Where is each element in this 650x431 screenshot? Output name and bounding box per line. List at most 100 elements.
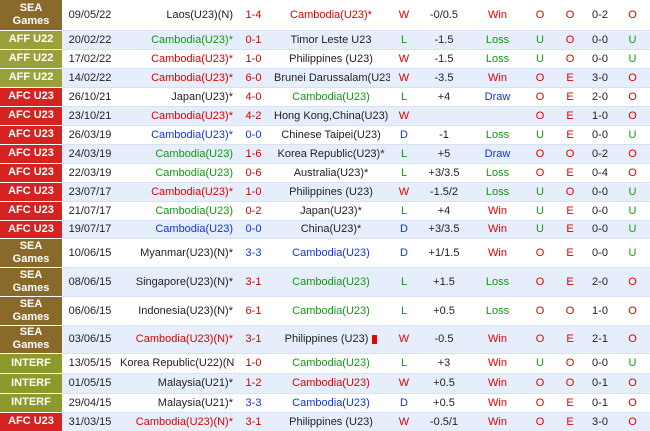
handicap: +5: [418, 144, 470, 164]
half-over-under: U: [615, 238, 650, 268]
handicap: -1.5: [418, 49, 470, 69]
half-score: 0-0: [585, 30, 615, 50]
handicap: -1.5/2: [418, 182, 470, 202]
result: D: [390, 125, 418, 145]
match-row: AFC U23 26/10/21 Japan(U23)* 4-0 Cambodia(U2…: [0, 87, 650, 107]
home-team: Cambodia(U23)*: [118, 68, 235, 88]
odd-even: E: [555, 68, 585, 88]
date: 14/02/22: [62, 68, 118, 88]
home-team: Japan(U23)*: [118, 87, 235, 107]
result: W: [390, 106, 418, 126]
handicap-result: Win: [470, 0, 525, 31]
home-team: Laos(U23)(N): [118, 0, 235, 31]
handicap-result: Loss: [470, 182, 525, 202]
date: 31/03/15: [62, 412, 118, 431]
result: L: [390, 201, 418, 221]
half-score: 0-0: [585, 125, 615, 145]
handicap: +3: [418, 353, 470, 374]
score: 6-0: [235, 68, 272, 88]
away-team: Australia(U23)*: [272, 163, 390, 183]
over-under: O: [525, 296, 555, 326]
date: 21/07/17: [62, 201, 118, 221]
away-team: Japan(U23)*: [272, 201, 390, 221]
match-row: AFC U23 21/07/17 Cambodia(U23) 0-2 Japan(U23…: [0, 201, 650, 221]
result: L: [390, 353, 418, 374]
home-team: Malaysia(U21)*: [118, 393, 235, 413]
score: 1-6: [235, 144, 272, 164]
result: W: [390, 182, 418, 202]
match-row: SEA Games 10/06/15 Myanmar(U23)(N)* 3-3 Camb…: [0, 238, 650, 268]
home-team: Cambodia(U23)*: [118, 125, 235, 145]
half-score: 0-0: [585, 182, 615, 202]
odd-even: E: [555, 125, 585, 145]
odd-even: E: [555, 87, 585, 107]
match-row: SEA Games 09/05/22 Laos(U23)(N) 1-4 Cambodia…: [0, 0, 650, 31]
handicap-result: Win: [470, 238, 525, 268]
over-under: O: [525, 106, 555, 126]
odd-even: O: [555, 373, 585, 394]
half-over-under: O: [615, 144, 650, 164]
handicap-result: [470, 106, 525, 126]
home-team: Singapore(U23)(N)*: [118, 267, 235, 297]
result: D: [390, 238, 418, 268]
over-under: O: [525, 87, 555, 107]
odd-even: E: [555, 325, 585, 354]
date: 20/02/22: [62, 30, 118, 50]
half-over-under: O: [615, 106, 650, 126]
competition: AFC U23: [0, 182, 62, 202]
odd-even: E: [555, 106, 585, 126]
half-over-under: O: [615, 163, 650, 183]
home-team: Indonesia(U23)(N)*: [118, 296, 235, 326]
date: 10/06/15: [62, 238, 118, 268]
half-score: 0-2: [585, 0, 615, 31]
over-under: O: [525, 144, 555, 164]
half-over-under: U: [615, 220, 650, 239]
over-under: O: [525, 325, 555, 354]
over-under: O: [525, 68, 555, 88]
over-under: O: [525, 238, 555, 268]
away-team: Cambodia(U23): [272, 353, 390, 374]
away-team: Cambodia(U23): [272, 238, 390, 268]
score: 1-4: [235, 0, 272, 31]
over-under: O: [525, 163, 555, 183]
over-under: U: [525, 49, 555, 69]
score: 3-3: [235, 393, 272, 413]
half-score: 0-1: [585, 373, 615, 394]
result: W: [390, 412, 418, 431]
home-team: Cambodia(U23)(N)*: [118, 325, 235, 354]
half-over-under: O: [615, 412, 650, 431]
away-team: Cambodia(U23)*: [272, 0, 390, 31]
result: W: [390, 325, 418, 354]
handicap: -0.5: [418, 325, 470, 354]
handicap-result: Win: [470, 201, 525, 221]
handicap: [418, 106, 470, 126]
match-row: AFC U23 24/03/19 Cambodia(U23) 1-6 Korea Rep…: [0, 144, 650, 164]
half-score: 0-0: [585, 201, 615, 221]
date: 13/05/15: [62, 353, 118, 374]
odd-even: O: [555, 30, 585, 50]
home-team: Cambodia(U23)*: [118, 49, 235, 69]
score: 4-0: [235, 87, 272, 107]
half-score: 0-0: [585, 49, 615, 69]
result: W: [390, 49, 418, 69]
match-row: AFC U23 23/07/17 Cambodia(U23)* 1-0 Philippi…: [0, 182, 650, 202]
match-row: AFF U22 17/02/22 Cambodia(U23)* 1-0 Philippi…: [0, 49, 650, 69]
handicap: -0.5/1: [418, 412, 470, 431]
date: 17/02/22: [62, 49, 118, 69]
half-score: 1-0: [585, 296, 615, 326]
home-team: Cambodia(U23): [118, 144, 235, 164]
result: L: [390, 296, 418, 326]
result: W: [390, 373, 418, 394]
away-team: Cambodia(U23): [272, 267, 390, 297]
date: 23/10/21: [62, 106, 118, 126]
odd-even: O: [555, 49, 585, 69]
away-team: Hong Kong,China(U23): [272, 106, 390, 126]
competition: AFC U23: [0, 125, 62, 145]
half-score: 0-2: [585, 144, 615, 164]
half-over-under: O: [615, 0, 650, 31]
handicap: +4: [418, 201, 470, 221]
match-row: AFC U23 23/10/21 Cambodia(U23)* 4-2 Hong Kon…: [0, 106, 650, 126]
score: 1-0: [235, 353, 272, 374]
home-team: Malaysia(U21)*: [118, 373, 235, 394]
handicap-result: Win: [470, 393, 525, 413]
